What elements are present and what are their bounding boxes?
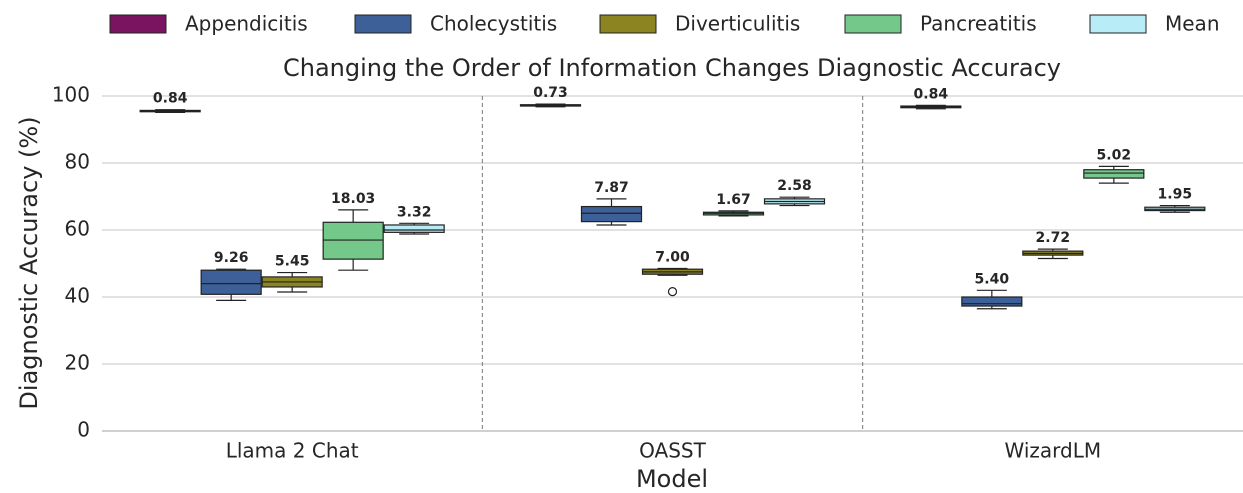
box-annotation: 0.84 bbox=[153, 91, 188, 107]
y-tick-label: 40 bbox=[65, 284, 90, 308]
legend-swatch bbox=[599, 14, 657, 34]
y-tick-label: 60 bbox=[65, 217, 90, 241]
legend-label: Pancreatitis bbox=[920, 12, 1037, 36]
box-annotation: 1.67 bbox=[716, 192, 751, 208]
box bbox=[322, 221, 384, 260]
outlier bbox=[667, 287, 678, 297]
x-tick-label: Llama 2 Chat bbox=[226, 439, 359, 463]
legend-label: Mean bbox=[1165, 12, 1220, 36]
legend-label: Cholecystitis bbox=[430, 12, 557, 36]
box-annotation: 5.40 bbox=[975, 271, 1010, 287]
y-tick-label: 20 bbox=[65, 351, 90, 375]
y-tick-label: 0 bbox=[77, 418, 90, 442]
y-axis-label: Diagnostic Accuracy (%) bbox=[15, 116, 43, 409]
legend-swatch bbox=[354, 14, 412, 34]
box bbox=[383, 224, 445, 233]
box-annotation: 9.26 bbox=[214, 250, 249, 266]
x-tick-label: OASST bbox=[639, 439, 706, 463]
box bbox=[580, 205, 643, 223]
box bbox=[200, 269, 262, 295]
y-tick-label: 80 bbox=[65, 150, 90, 174]
box-annotation: 3.32 bbox=[397, 204, 432, 220]
box-annotation: 0.73 bbox=[533, 85, 568, 101]
legend-swatch bbox=[1089, 14, 1147, 34]
box-annotation: 5.02 bbox=[1097, 147, 1132, 163]
chart-title: Changing the Order of Information Change… bbox=[283, 54, 1061, 82]
box-annotation: 5.45 bbox=[275, 254, 310, 270]
box-annotation: 7.00 bbox=[655, 250, 690, 266]
box-annotation: 18.03 bbox=[331, 191, 375, 207]
legend-label: Appendicitis bbox=[185, 12, 308, 36]
box-annotation: 2.72 bbox=[1036, 230, 1071, 246]
x-axis-label: Model bbox=[636, 465, 708, 493]
box-annotation: 2.58 bbox=[777, 178, 812, 194]
box bbox=[1083, 169, 1145, 179]
box-annotation: 7.87 bbox=[594, 180, 629, 196]
legend-swatch bbox=[109, 14, 167, 34]
box-annotation: 0.84 bbox=[914, 86, 949, 102]
box bbox=[961, 296, 1023, 307]
box-annotation: 1.95 bbox=[1158, 187, 1193, 203]
x-tick-label: WizardLM bbox=[1005, 439, 1102, 463]
legend-swatch bbox=[844, 14, 902, 34]
y-tick-label: 100 bbox=[52, 83, 90, 107]
legend-label: Diverticulitis bbox=[675, 12, 800, 36]
